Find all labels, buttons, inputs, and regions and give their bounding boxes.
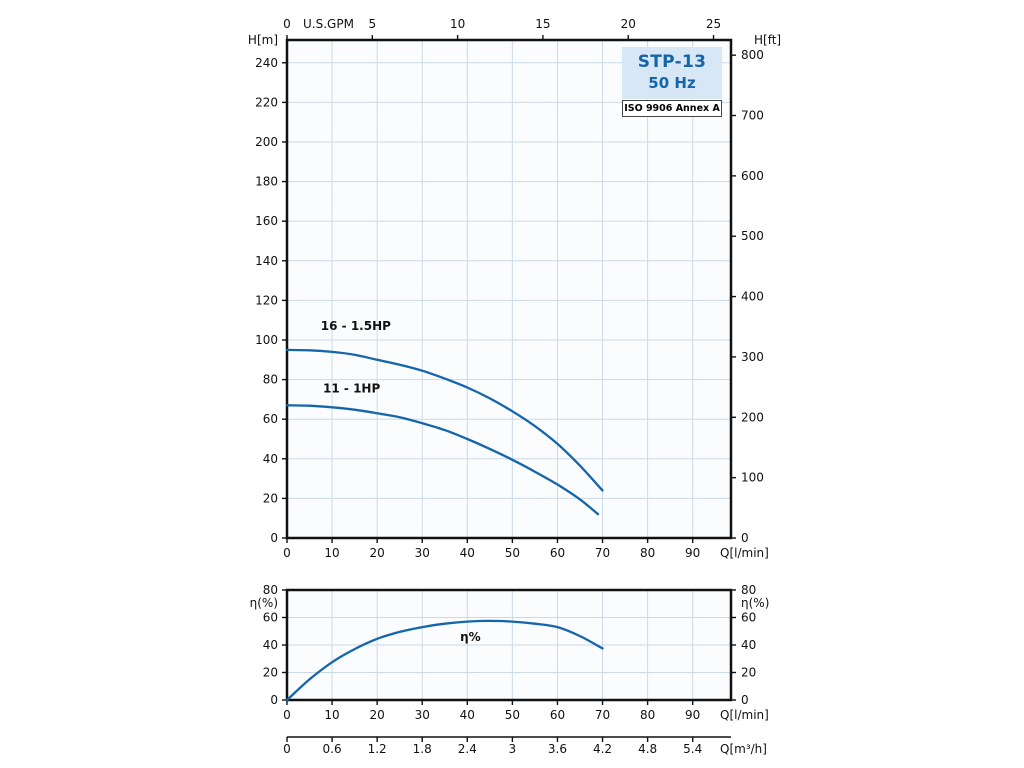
x-tick-label: 50	[505, 708, 520, 722]
y-left-tick-label: 20	[263, 491, 278, 505]
curve-label-11 - 1HP: 11 - 1HP	[323, 381, 380, 395]
y-left-tick-label: 0	[270, 531, 278, 545]
eff-curves: η%	[285, 619, 604, 702]
x-top-tick-label: 20	[621, 17, 636, 31]
y-left-tick-label: 40	[263, 452, 278, 466]
m3h-tick-label: 3.6	[548, 742, 567, 756]
m3h-tick-label: 3	[509, 742, 517, 756]
curve-16 - 1.5HP	[285, 348, 604, 492]
y-left-tick-label: 20	[263, 666, 278, 680]
eff-plot-frame	[285, 588, 733, 702]
y-left-tick-label: 0	[270, 693, 278, 707]
y-left-tick-label: 40	[263, 638, 278, 652]
head-curves: 16 - 1.5HP 11 - 1HP	[285, 319, 604, 516]
y-left-tick-label: 240	[255, 56, 278, 70]
x-tick-label: 80	[640, 546, 655, 560]
m3h-tick-label: 4.2	[593, 742, 612, 756]
curve-efficiency	[285, 619, 604, 702]
curve-label-16 - 1.5HP: 16 - 1.5HP	[321, 319, 391, 333]
y-right-tick-label: 100	[741, 471, 764, 485]
y-axis-label-left: η(%)	[250, 596, 278, 610]
y-left-tick-label: 60	[263, 611, 278, 625]
x-tick-label: 10	[324, 708, 339, 722]
y-left-tick-label: 100	[255, 333, 278, 347]
y-left-tick-label: 80	[263, 583, 278, 597]
y-left-tick-label: 80	[263, 373, 278, 387]
x-axis-label-top: U.S.GPM	[303, 17, 354, 31]
x-tick-label: 60	[550, 708, 565, 722]
x-tick-label: 30	[415, 708, 430, 722]
m3h-axis: 0 0.6 1.2 1.8 2.4 3 3.6 4.2 4.8 5.4 Q[m³/h]	[283, 736, 767, 756]
x-axis-label: Q[l/min]	[720, 708, 769, 722]
head-plot-frame	[285, 38, 733, 540]
y-left-tick-label: 160	[255, 214, 278, 228]
y-left-tick-label: 120	[255, 293, 278, 307]
y-right-tick-label: 500	[741, 229, 764, 243]
x-tick-label: 20	[370, 708, 385, 722]
x-tick-label: 70	[595, 708, 610, 722]
m3h-tick-label: 2.4	[458, 742, 477, 756]
y-right-tick-label: 0	[741, 693, 749, 707]
m3h-tick-label: 0	[283, 742, 291, 756]
pump-title-main: STP-13 50 Hz	[622, 47, 722, 99]
x-top-tick-label: 15	[535, 17, 550, 31]
y-right-tick-label: 20	[741, 666, 756, 680]
x-axis-label: Q[l/min]	[720, 546, 769, 560]
x-top-tick-label: 5	[368, 17, 376, 31]
m3h-tick-label: 1.2	[368, 742, 387, 756]
m3h-tick-label: 5.4	[683, 742, 702, 756]
y-left-tick-label: 60	[263, 412, 278, 426]
y-axis-label-right: η(%)	[741, 596, 769, 610]
x-tick-label: 90	[685, 708, 700, 722]
x-tick-label: 0	[283, 546, 291, 560]
y-right-tick-label: 40	[741, 638, 756, 652]
x-tick-label: 10	[324, 546, 339, 560]
y-left-tick-label: 140	[255, 254, 278, 268]
curve-label-efficiency: η%	[460, 630, 481, 644]
x-tick-label: 40	[460, 708, 475, 722]
head-axes: 0 10 20 30 40 50 60 70 80 90020406080100120140160…	[248, 17, 781, 560]
iso-standard-label: ISO 9906 Annex A	[622, 100, 722, 117]
y-axis-label-right: H[ft]	[754, 33, 781, 47]
x-tick-label: 60	[550, 546, 565, 560]
y-right-tick-label: 80	[741, 583, 756, 597]
x-tick-label: 20	[370, 546, 385, 560]
y-left-tick-label: 220	[255, 95, 278, 109]
y-left-tick-label: 180	[255, 175, 278, 189]
m3h-tick-label: 4.8	[638, 742, 657, 756]
x-tick-label: 70	[595, 546, 610, 560]
y-right-tick-label: 600	[741, 169, 764, 183]
m3h-tick-label: 1.8	[413, 742, 432, 756]
x-top-tick-label: 25	[706, 17, 721, 31]
pump-title-box: STP-13 50 Hz ISO 9906 Annex A	[622, 47, 722, 117]
y-right-tick-label: 700	[741, 109, 764, 123]
pump-frequency-label: 50 Hz	[648, 74, 696, 92]
x-tick-label: 0	[283, 708, 291, 722]
x-top-tick-label: 10	[450, 17, 465, 31]
x-tick-label: 40	[460, 546, 475, 560]
m3h-axis-label: Q[m³/h]	[720, 742, 767, 756]
y-left-tick-label: 200	[255, 135, 278, 149]
y-right-tick-label: 300	[741, 350, 764, 364]
y-right-tick-label: 200	[741, 410, 764, 424]
x-tick-label: 50	[505, 546, 520, 560]
x-tick-label: 90	[685, 546, 700, 560]
y-right-tick-label: 60	[741, 611, 756, 625]
head-plot-area	[287, 40, 731, 538]
y-right-tick-label: 400	[741, 290, 764, 304]
x-top-tick-label: 0	[283, 17, 291, 31]
pump-model-label: STP-13	[637, 52, 707, 72]
curve-11 - 1HP	[285, 404, 600, 516]
x-tick-label: 80	[640, 708, 655, 722]
y-right-tick-label: 800	[741, 48, 764, 62]
y-axis-label-left: H[m]	[248, 33, 278, 47]
y-right-tick-label: 0	[741, 531, 749, 545]
x-tick-label: 30	[415, 546, 430, 560]
m3h-tick-label: 0.6	[323, 742, 342, 756]
